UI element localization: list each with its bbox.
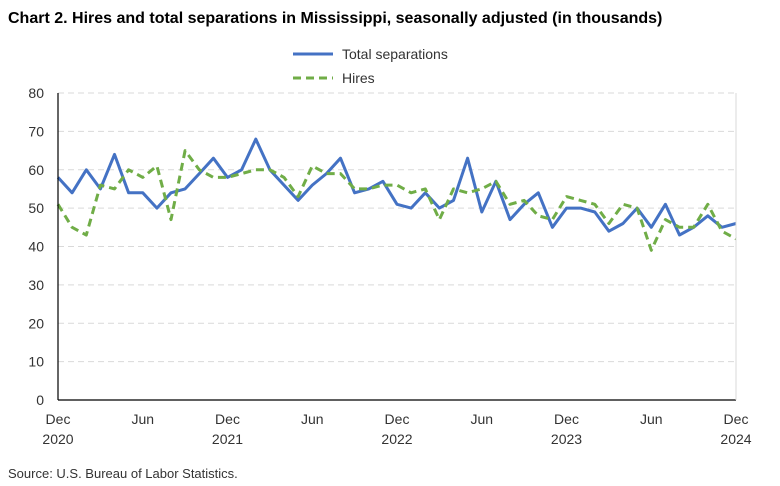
legend: Total separations Hires	[293, 46, 448, 86]
y-tick-label: 20	[28, 315, 44, 331]
x-tick-month: Dec	[554, 411, 579, 427]
x-axis-ticks: Dec 2020 Jun Dec 2021 Jun Dec 2022 Jun Dec 2023 Jun…	[42, 411, 751, 447]
x-tick-month: Dec	[385, 411, 410, 427]
x-tick-month: Jun	[301, 411, 324, 427]
x-tick-year: 2023	[551, 431, 582, 447]
y-tick-label: 70	[28, 123, 44, 139]
x-tick-year: 2024	[720, 431, 751, 447]
x-tick-year: 2022	[381, 431, 412, 447]
x-tick-year: 2020	[42, 431, 73, 447]
series-lines	[56, 137, 737, 252]
x-tick-month: Jun	[470, 411, 493, 427]
x-tick-month: Dec	[724, 411, 749, 427]
series-line-hires	[56, 149, 737, 252]
y-tick-label: 0	[36, 392, 44, 408]
x-tick-month: Jun	[131, 411, 154, 427]
x-tick-month: Dec	[215, 411, 240, 427]
legend-label: Hires	[342, 70, 375, 86]
y-axis-ticks: 0 10 20 30 40 50 60 70 80	[28, 85, 44, 408]
y-tick-label: 30	[28, 277, 44, 293]
x-tick-month: Dec	[46, 411, 71, 427]
chart-title: Chart 2. Hires and total separations in …	[8, 10, 662, 27]
legend-label: Total separations	[342, 46, 448, 62]
gridlines	[58, 92, 736, 363]
y-tick-label: 80	[28, 85, 44, 101]
y-tick-label: 40	[28, 239, 44, 255]
source-note: Source: U.S. Bureau of Labor Statistics.	[8, 466, 238, 481]
y-tick-label: 50	[28, 200, 44, 216]
y-tick-label: 10	[28, 354, 44, 370]
series-line-total-separations	[56, 137, 737, 237]
x-tick-month: Jun	[640, 411, 663, 427]
x-tick-year: 2021	[212, 431, 243, 447]
y-tick-label: 60	[28, 162, 44, 178]
